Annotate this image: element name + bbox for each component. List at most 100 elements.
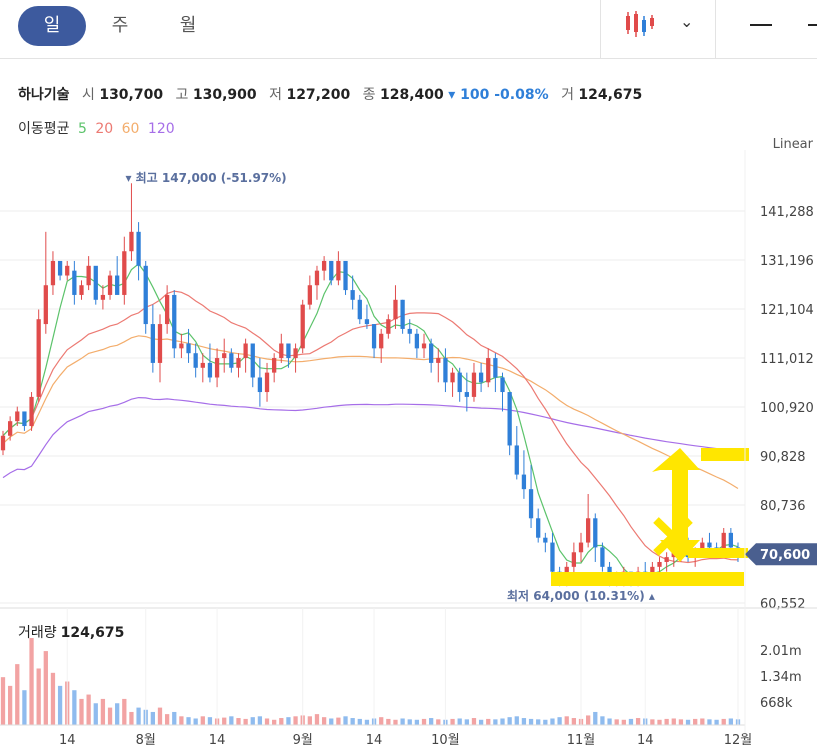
volume-bar: [336, 717, 341, 725]
candle-body: [486, 358, 491, 383]
candle-body: [393, 299, 398, 320]
tab-week[interactable]: 주: [111, 15, 129, 36]
volume-bar: [22, 690, 27, 725]
candle-body: [478, 372, 484, 383]
volume-bar: [671, 718, 676, 725]
x-tick-label: 12월: [724, 733, 753, 745]
y-tick-label: 100,920: [760, 401, 814, 416]
candle-body: [443, 358, 448, 383]
low-annotation: 최저 64,000 (10.31%) ▴: [507, 588, 655, 603]
volume-bar: [543, 719, 548, 725]
tab-day[interactable]: 일: [18, 6, 86, 46]
volume-bar: [707, 719, 712, 725]
volume-bar: [343, 716, 348, 725]
candle-body: [336, 260, 341, 281]
volume-bar: [685, 719, 691, 725]
candle-body: [257, 377, 263, 393]
volume-bar: [693, 718, 698, 725]
volume-bar: [172, 711, 177, 725]
volume-bar: [614, 719, 619, 725]
stock-summary: 하나기술 시 130,700 고 130,900 저 127,200 종 128…: [18, 84, 642, 104]
volume-bar: [157, 707, 163, 725]
candle-body: [707, 542, 712, 548]
low-value: 127,200: [286, 87, 351, 103]
tab-month[interactable]: 월: [179, 15, 197, 36]
candle-body: [421, 343, 427, 349]
scale-mode[interactable]: Linear: [772, 137, 813, 152]
x-tick-label: 14: [209, 733, 226, 745]
ma120-line: [2, 396, 739, 479]
candle-body: [514, 445, 519, 475]
candle-body: [664, 557, 669, 562]
candle-body: [314, 270, 320, 286]
x-tick-label: 8월: [136, 733, 156, 745]
volume-panel-label: 거래량: [18, 625, 57, 641]
candle-body: [193, 353, 198, 368]
volume-bar: [122, 698, 127, 725]
candle-body: [364, 319, 370, 325]
volume-bar: [586, 715, 591, 725]
volume-bar: [700, 718, 705, 725]
candle-body: [300, 304, 305, 349]
candle-body: [57, 260, 63, 276]
ma60-label: 60: [121, 121, 140, 137]
volume-bar: [379, 717, 384, 725]
volume-bar: [229, 716, 234, 725]
candle-body: [471, 372, 477, 397]
volume-bar: [457, 718, 462, 725]
volume-bar: [279, 718, 284, 725]
candle-body: [207, 362, 213, 378]
volume-bar: [607, 718, 612, 725]
candle-body: [229, 353, 234, 368]
candle-body: [22, 411, 27, 427]
candle-body: [343, 260, 348, 291]
volume-bar: [186, 717, 191, 725]
toolbar-divider: [600, 0, 601, 58]
volume-bar: [429, 718, 434, 725]
volume-bar: [50, 672, 56, 725]
candle-body: [407, 328, 412, 334]
candle-body: [307, 285, 312, 305]
moving-average-legend[interactable]: 이동평균 5 20 60 120: [18, 118, 175, 138]
volume-bar: [400, 718, 405, 725]
high-annotation: ▾ 최고 147,000 (-51.97%): [125, 170, 286, 185]
volume-bar: [521, 718, 527, 725]
volume-tick-label: 1.34m: [760, 670, 802, 685]
volume-bar: [115, 703, 120, 725]
candlestick-type-icon[interactable]: [624, 10, 658, 40]
close-label: 종: [362, 87, 376, 103]
volume-bar: [657, 719, 662, 725]
minimize-icon[interactable]: [750, 24, 772, 26]
volume-bar: [243, 718, 248, 725]
candle-body: [500, 377, 505, 393]
candle-body: [321, 260, 327, 271]
volume-bar: [464, 719, 469, 725]
toolbar-divider: [715, 0, 716, 58]
chevron-down-icon[interactable]: ⌄: [680, 12, 694, 31]
candle-body: [586, 518, 591, 543]
volume-bar: [136, 707, 141, 725]
volume-bar: [650, 719, 655, 725]
candle-body: [186, 343, 191, 354]
volume-bar: [536, 719, 541, 725]
candle-body: [136, 231, 141, 266]
volume-bar: [200, 716, 205, 725]
volume-bar: [179, 716, 184, 725]
volume-bar: [500, 718, 505, 725]
volume-bar: [364, 719, 370, 725]
candle-body: [79, 285, 84, 295]
volume-panel-value: 124,675: [60, 625, 125, 641]
candle-body: [43, 285, 48, 325]
candle-body: [122, 251, 127, 295]
ma5-line: [2, 263, 739, 578]
candle-body: [400, 299, 405, 329]
stock-name: 하나기술: [18, 87, 70, 103]
volume-value: 124,675: [578, 87, 643, 103]
volume-bar: [193, 718, 198, 725]
volume-bar: [321, 717, 327, 725]
volume-bar: [714, 719, 719, 725]
candle-body: [115, 275, 120, 295]
volume-bar: [236, 718, 241, 725]
menu-icon[interactable]: [808, 24, 817, 26]
